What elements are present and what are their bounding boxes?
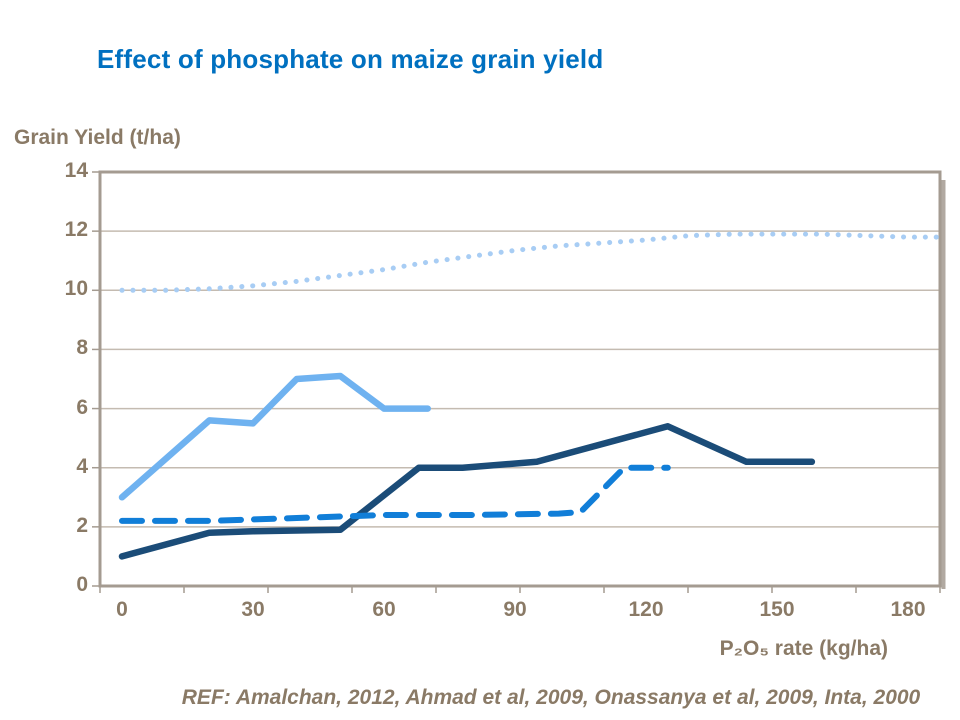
- x-tick-label: 60: [372, 598, 396, 621]
- x-tick-label: 0: [116, 598, 128, 621]
- x-axis-title: P₂O₅ rate (kg/ha): [719, 637, 888, 660]
- series-pale-blue-dotted: [119, 231, 942, 293]
- x-tick-label: 30: [241, 598, 265, 621]
- y-tick-label: 6: [76, 395, 88, 419]
- series-light-blue-solid: [118, 372, 431, 501]
- chart-plot-svg: [92, 170, 946, 593]
- y-tick-label: 4: [76, 454, 88, 478]
- y-tick-label: 12: [64, 218, 88, 242]
- chart-title: Effect of phosphate on maize grain yield: [97, 44, 604, 74]
- x-tick-label: 180: [890, 598, 926, 621]
- y-tick-label: 0: [76, 573, 88, 596]
- y-tick-label: 10: [64, 277, 88, 301]
- y-tick-label: 2: [76, 513, 88, 537]
- series-medium-blue-dashed: [119, 464, 671, 524]
- x-tick-label: 150: [759, 598, 795, 621]
- y-tick-label: 14: [64, 159, 88, 182]
- reference-text: REF: Amalchan, 2012, Ahmad et al, 2009, …: [181, 686, 921, 709]
- x-tick-label: 120: [628, 598, 664, 621]
- x-tick-label: 90: [503, 598, 527, 621]
- y-axis-title: Grain Yield (t/ha): [14, 126, 181, 149]
- y-tick-label: 8: [76, 336, 88, 360]
- series-dark-navy-solid: [118, 423, 816, 560]
- plot-area: [92, 170, 946, 593]
